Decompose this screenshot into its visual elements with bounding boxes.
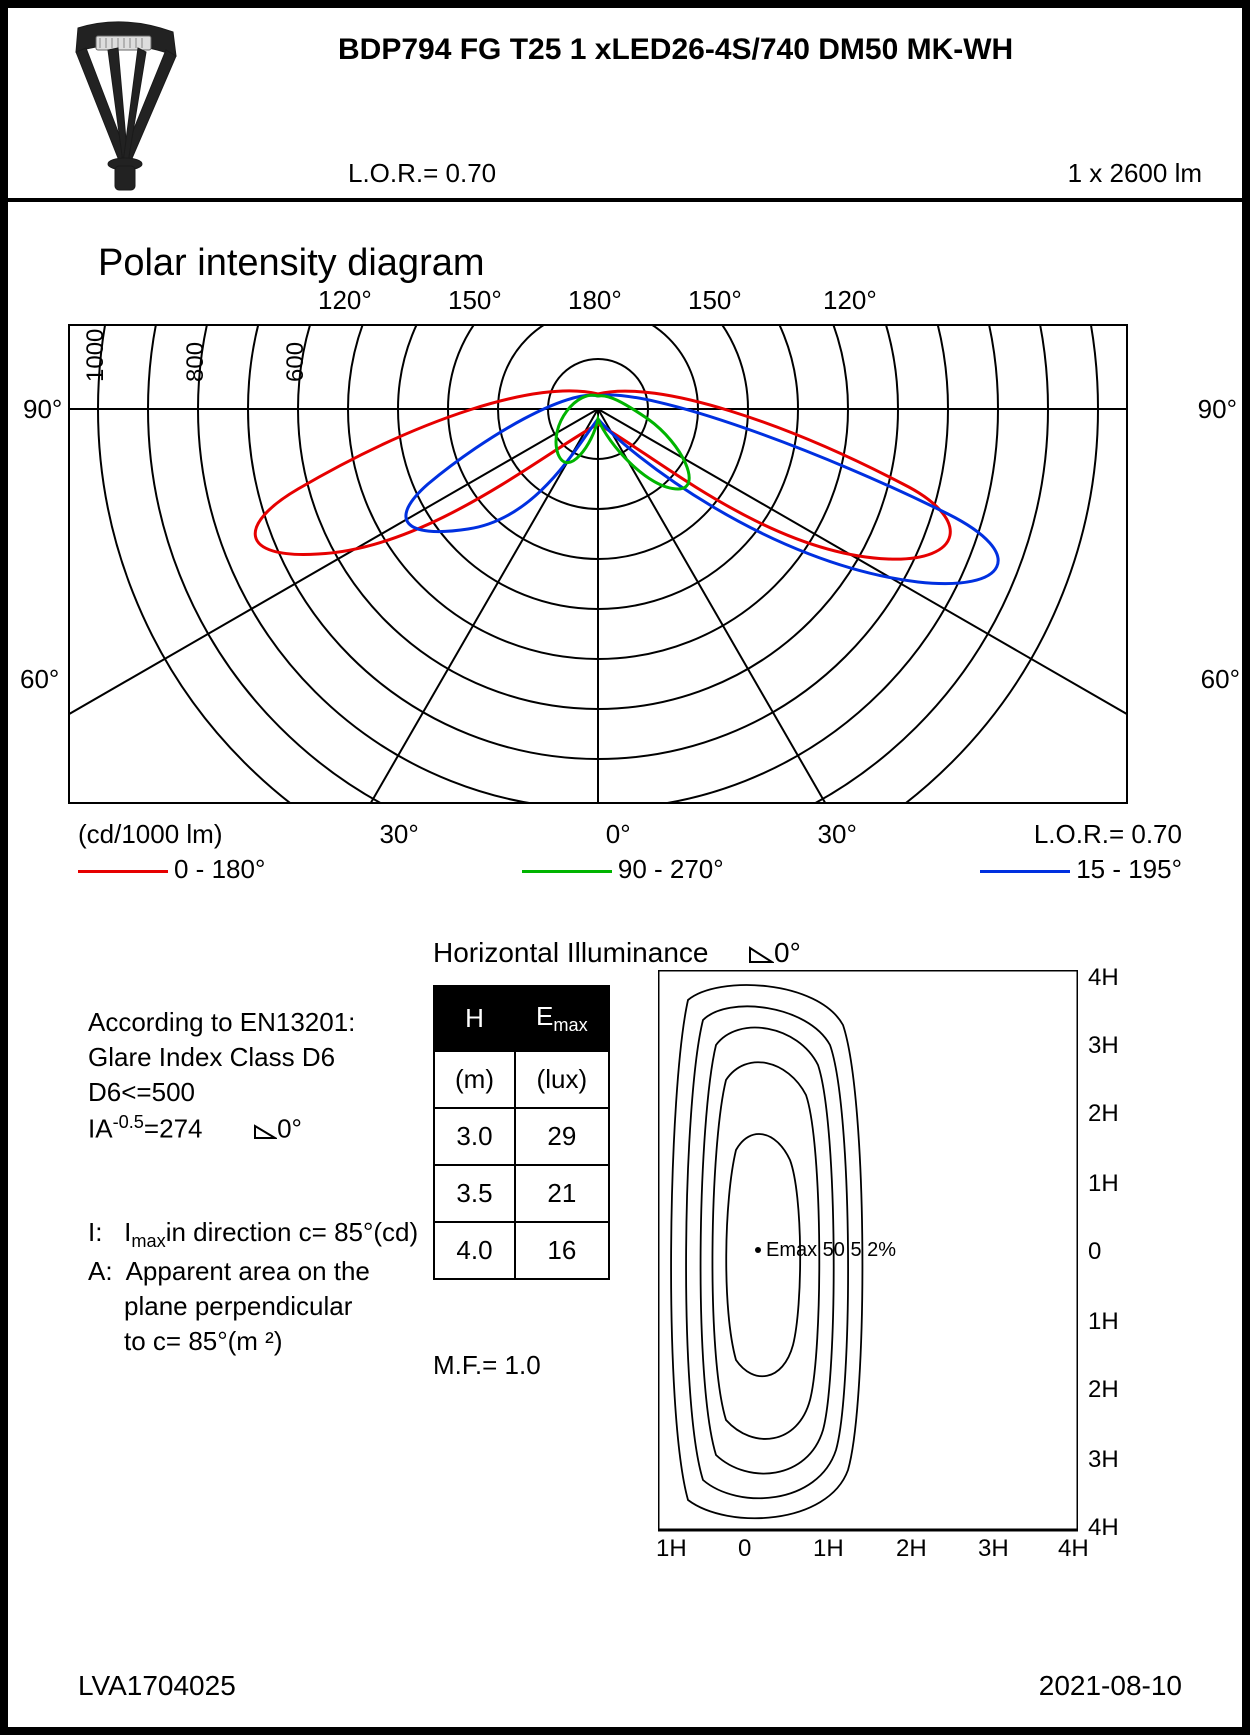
- body: Polar intensity diagram 120° 150° 180° 1…: [8, 202, 1242, 1605]
- swatch-red: [78, 870, 168, 873]
- table-row: (m)(lux): [434, 1051, 609, 1108]
- isolux-xlabel: 2H: [896, 1535, 927, 1563]
- radial-label: 800: [182, 342, 209, 382]
- lower-section: According to EN13201: Glare Index Class …: [68, 945, 1192, 1585]
- en-line: D6<=500: [88, 1075, 448, 1110]
- isolux-diagram: Emax 50 5 2% 4H 3H 2H 1H 0 1H 2H 3H 4H 1…: [658, 970, 1078, 1555]
- footer-date: 2021-08-10: [1039, 1670, 1182, 1702]
- header: BDP794 FG T25 1 xLED26-4S/740 DM50 MK-WH…: [8, 8, 1242, 202]
- radial-label: 1000: [82, 329, 109, 382]
- en-line: IA-0.5=274 0°: [88, 1110, 448, 1147]
- isolux-ylabel: 3H: [1088, 1446, 1119, 1474]
- table-row: 3.029: [434, 1108, 609, 1165]
- polar-svg: 1000 800 600: [68, 324, 1128, 804]
- isolux-center-label: Emax 50 5 2%: [766, 1239, 896, 1261]
- isolux-ylabel: 3H: [1088, 1032, 1119, 1060]
- angle-bottom: 0°: [606, 819, 631, 850]
- legend-item: 90 - 270°: [522, 854, 724, 885]
- hi-title: Horizontal Illuminance: [433, 937, 708, 969]
- swatch-blue: [980, 870, 1070, 873]
- polar-lor: L.O.R.= 0.70: [1034, 819, 1182, 850]
- def-a: A: Apparent area on the: [88, 1254, 448, 1289]
- th-h: H: [434, 986, 515, 1051]
- def-a-line: to ϲ= 85°(m ²): [88, 1324, 448, 1359]
- angle-left: 90°: [23, 394, 62, 425]
- def-a-line: plane perpendicular: [88, 1289, 448, 1324]
- isolux-xlabel: 1H: [813, 1535, 844, 1563]
- legend-item: 0 - 180°: [78, 854, 265, 885]
- angle-bottom: 30°: [379, 819, 418, 850]
- angle-right: 90°: [1198, 394, 1237, 425]
- footer-code: LVA1704025: [78, 1670, 236, 1702]
- angle-left: 60°: [20, 664, 59, 695]
- hi-angle: 0°: [748, 937, 801, 969]
- angle-bottom: 30°: [818, 819, 857, 850]
- legend-item: 15 - 195°: [980, 854, 1182, 885]
- radial-label: 600: [282, 342, 309, 382]
- angle-icon: [253, 1124, 277, 1140]
- header-lor: L.O.R.= 0.70: [348, 158, 496, 189]
- polar-legend: 0 - 180° 90 - 270° 15 - 195°: [68, 854, 1192, 885]
- isolux-ylabel: 4H: [1088, 964, 1119, 992]
- angle-icon: [748, 946, 774, 964]
- isolux-xlabel: 0: [738, 1535, 751, 1563]
- isolux-ylabel: 2H: [1088, 1100, 1119, 1128]
- angle-top: 150°: [448, 285, 502, 316]
- polar-title: Polar intensity diagram: [98, 242, 1192, 285]
- angle-top: 180°: [568, 285, 622, 316]
- angle-right: 60°: [1201, 664, 1240, 695]
- def-i: I: Imaxin direction ϲ= 85°(cd): [88, 1215, 448, 1254]
- definitions-block: I: Imaxin direction ϲ= 85°(cd) A: Appare…: [88, 1215, 448, 1359]
- mf-label: M.F.= 1.0: [433, 1350, 541, 1381]
- en13201-block: According to EN13201: Glare Index Class …: [88, 1005, 448, 1147]
- th-emax: Emax: [515, 986, 609, 1051]
- isolux-ylabel: 1H: [1088, 1170, 1119, 1198]
- product-title: BDP794 FG T25 1 xLED26-4S/740 DM50 MK-WH: [338, 33, 1013, 67]
- isolux-ylabel: 4H: [1088, 1514, 1119, 1542]
- en-line: According to EN13201:: [88, 1005, 448, 1040]
- isolux-ylabel: 1H: [1088, 1308, 1119, 1336]
- isolux-ylabel: 2H: [1088, 1376, 1119, 1404]
- swatch-green: [522, 870, 612, 873]
- polar-bottom-row: (cd/1000 lm) 30° 0° 30° L.O.R.= 0.70: [68, 819, 1192, 850]
- polar-unit: (cd/1000 lm): [78, 819, 223, 850]
- table-row: 4.016: [434, 1222, 609, 1279]
- angle-top: 120°: [823, 285, 877, 316]
- angle-top: 120°: [318, 285, 372, 316]
- header-lumen: 1 x 2600 lm: [1068, 158, 1202, 189]
- table-row: 3.521: [434, 1165, 609, 1222]
- polar-diagram: 90° 90° 60° 60°: [68, 324, 1192, 809]
- isolux-xlabel: 4H: [1058, 1535, 1089, 1563]
- angle-top: 150°: [688, 285, 742, 316]
- en-line: Glare Index Class D6: [88, 1040, 448, 1075]
- h-emax-table: H Emax (m)(lux) 3.029 3.521 4.016: [433, 985, 610, 1280]
- isolux-xlabel: 1H: [656, 1535, 687, 1563]
- isolux-ylabel: 0: [1088, 1238, 1101, 1266]
- luminaire-icon: [38, 18, 208, 198]
- page: BDP794 FG T25 1 xLED26-4S/740 DM50 MK-WH…: [0, 0, 1250, 1735]
- isolux-xlabel: 3H: [978, 1535, 1009, 1563]
